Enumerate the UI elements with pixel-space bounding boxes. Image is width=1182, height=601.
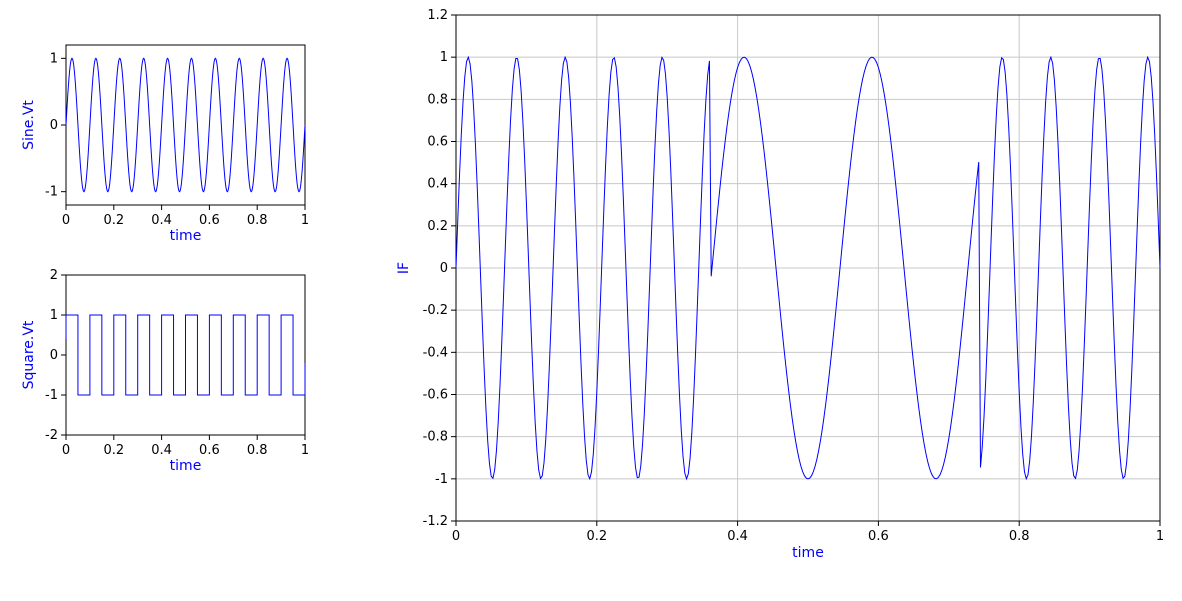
x-tick-label: 0.6 [199,213,220,228]
y-axis-label: IF [396,262,412,274]
x-tick-label: 0.2 [586,529,607,544]
x-tick-label: 0 [62,213,70,228]
y-tick-label: 0 [50,348,58,363]
y-tick-label: -1.2 [423,514,448,529]
x-tick-label: 1 [301,213,309,228]
y-tick-label: 0 [50,118,58,133]
y-axis-label: Sine.Vt [21,100,37,150]
square-series-line [65,314,306,396]
y-tick-label: 1 [440,50,448,65]
if-chart: 0 0.2 0.4 0.6 0.8 1 -1.2 -1 -0.8 -0.6 -0.4 -0.2 0 0.2… [396,8,1164,561]
x-tick-label: 0.8 [1009,529,1030,544]
y-tick-label: -0.8 [423,430,448,445]
sine-series-line [65,57,306,193]
square-chart: 0 0.2 0.4 0.6 0.8 1 -2 -1 0 1 2 time Square.Vt [21,268,309,474]
y-tick-label: -1 [45,388,58,403]
y-tick-label: -1 [45,185,58,200]
y-tick-label: 0.6 [427,135,448,150]
y-axis-label: Square.Vt [21,320,37,389]
y-tick-label: -0.6 [423,388,448,403]
y-tick-label: -1 [435,472,448,487]
y-tick-label: -0.4 [423,345,448,360]
x-tick-label: 0 [62,443,70,458]
x-axis-label: time [170,458,202,474]
y-tick-label: 0 [440,261,448,276]
y-tick-label: -2 [45,428,58,443]
if-series-line [455,55,1161,481]
y-tick-label: 0.2 [427,219,448,234]
x-tick-label: 0.8 [247,443,268,458]
x-tick-label: 1 [301,443,309,458]
x-tick-label: 0.2 [103,213,124,228]
x-tick-label: 0 [452,529,460,544]
y-tick-label: 2 [50,268,58,283]
x-tick-label: 0.4 [151,213,172,228]
sine-chart: 0 0.2 0.4 0.6 0.8 1 -1 0 1 time Sine.Vt [21,44,309,244]
y-tick-label: 1 [50,308,58,323]
x-tick-label: 1 [1156,529,1164,544]
y-tick-label: 1.2 [427,8,448,23]
x-axis-label: time [170,228,202,244]
x-tick-label: 0.6 [199,443,220,458]
x-tick-label: 0.6 [868,529,889,544]
y-tick-label: -0.2 [423,303,448,318]
x-tick-label: 0.4 [151,443,172,458]
y-tick-label: 0.8 [427,92,448,107]
x-tick-label: 0.8 [247,213,268,228]
x-tick-label: 0.2 [103,443,124,458]
y-tick-label: 1 [50,51,58,66]
x-tick-label: 0.4 [727,529,748,544]
y-tick-label: 0.4 [427,177,448,192]
x-axis-label: time [792,545,824,561]
